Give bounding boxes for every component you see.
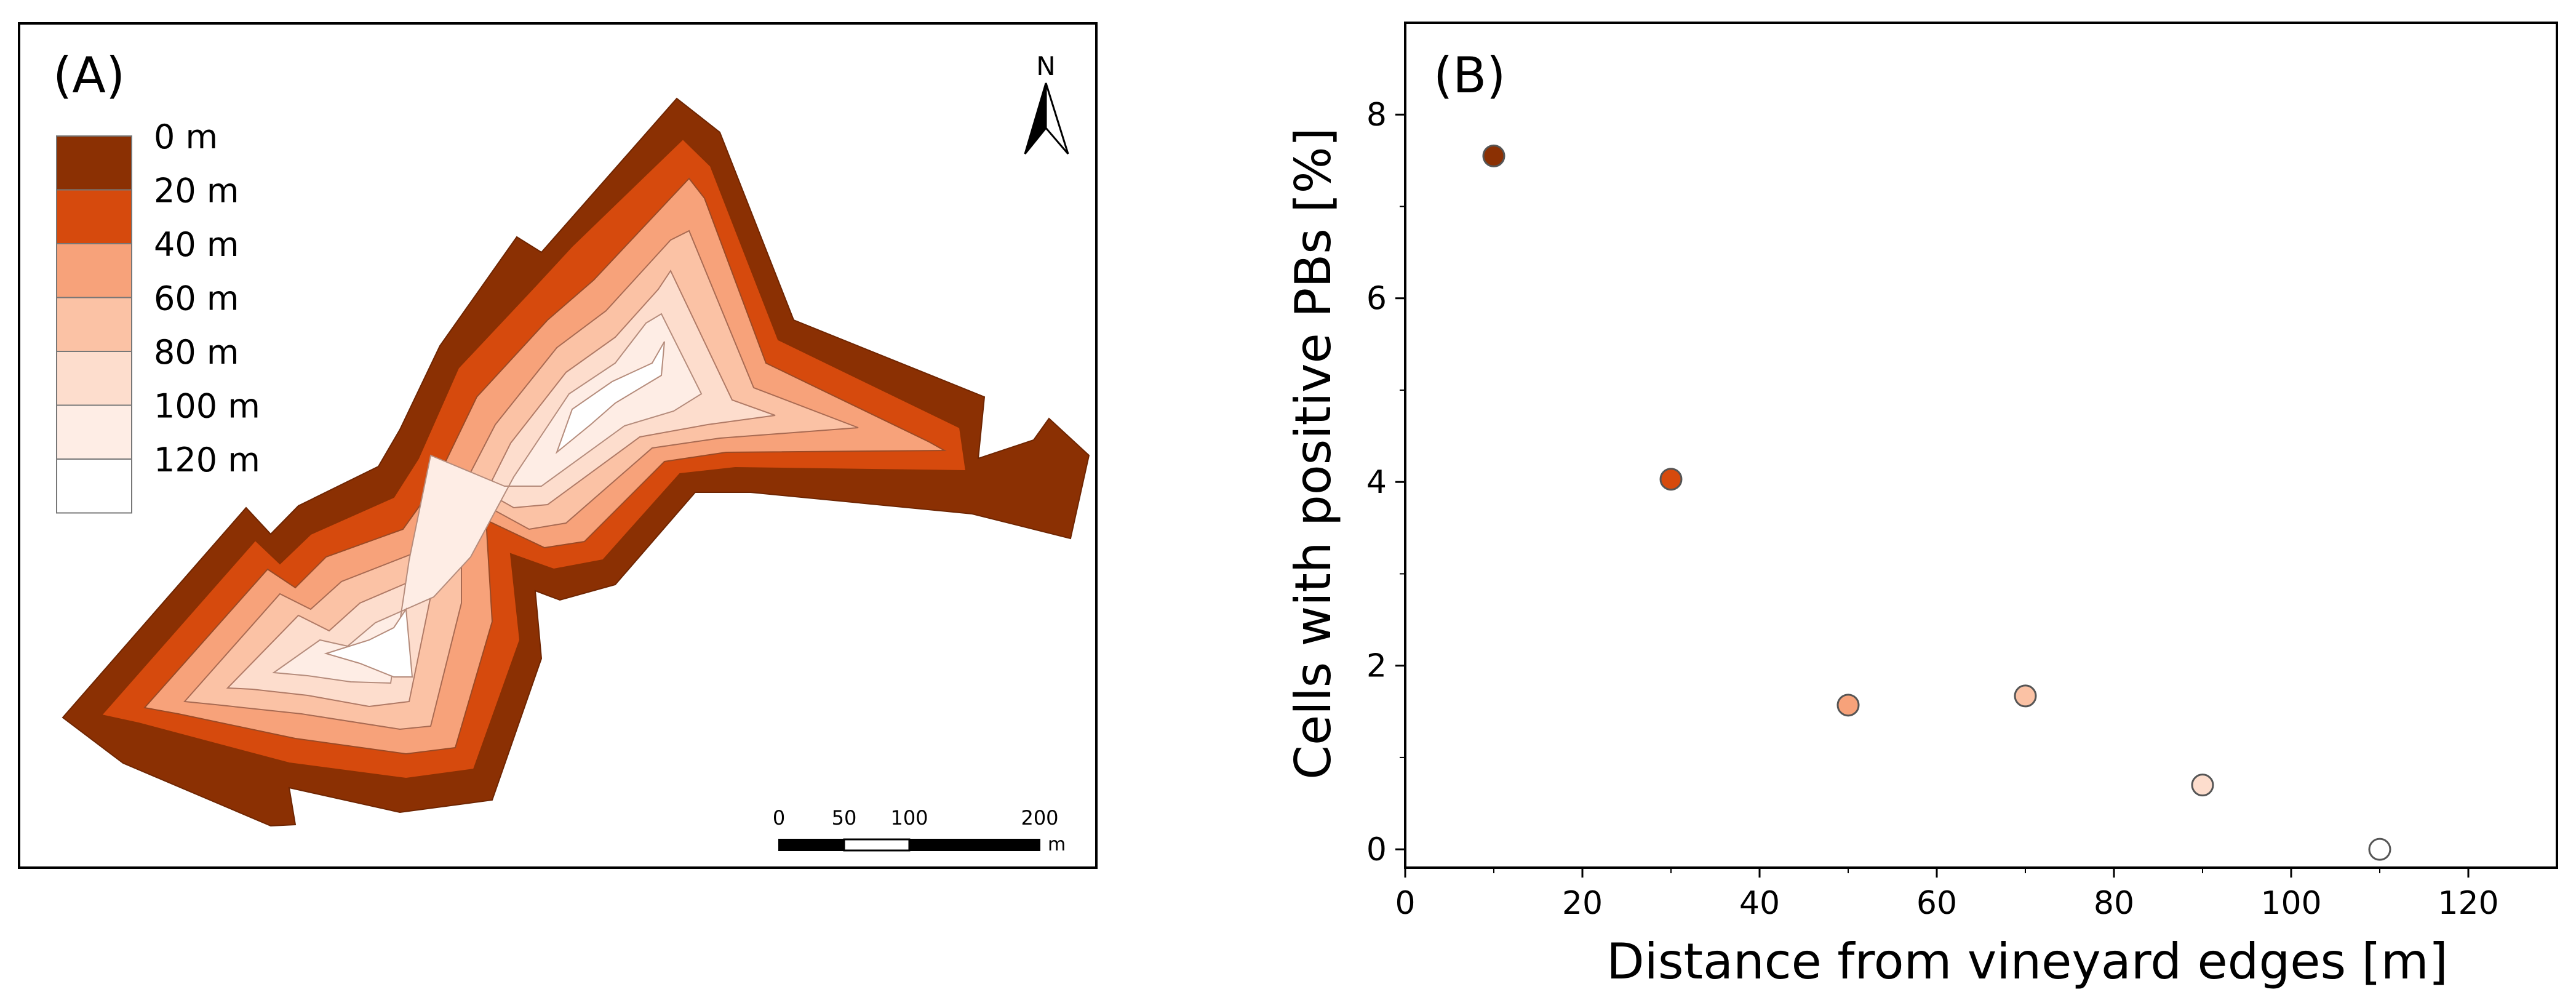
- scale-tick-200: 200: [1021, 806, 1058, 830]
- zone-120m-north: [555, 341, 665, 455]
- scale-tick-50: 50: [832, 806, 857, 830]
- legend-swatch: [56, 243, 132, 298]
- data-point: [2191, 774, 2214, 797]
- legend-swatch: [56, 189, 132, 244]
- y-tick-label: 6: [1366, 281, 1387, 318]
- x-axis-title: Distance from vineyard edges [m]: [1606, 933, 2448, 990]
- scale-bar-seg-2: [843, 838, 911, 852]
- legend-label: 60 m: [154, 279, 239, 318]
- scale-tick-100: 100: [890, 806, 928, 830]
- legend-swatch: [56, 351, 132, 406]
- x-tick-label: 120: [2438, 885, 2498, 922]
- scale-unit: m: [1048, 834, 1066, 855]
- legend-label: 0 m: [154, 118, 218, 156]
- data-point: [1482, 144, 1505, 167]
- zone-120m-south: [324, 607, 413, 678]
- distance-legend: 0 m 20 m 40 m 60 m 80 m 100 m 120 m: [56, 118, 260, 514]
- data-point: [1659, 468, 1683, 491]
- scale-bar: 0 50 100 200 m: [773, 806, 1066, 855]
- legend-label: 20 m: [154, 172, 239, 210]
- data-point: [2014, 684, 2037, 708]
- legend-label: 120 m: [154, 441, 260, 479]
- legend-swatch: [56, 135, 132, 191]
- legend-swatch: [56, 404, 132, 460]
- panel-b-scatter: (B) 0 20 40 60 80 100 120 0 2 4 6 8 Distance from v…: [1285, 22, 2558, 990]
- y-tick-label: 2: [1366, 648, 1387, 685]
- scatter-chart: 0 20 40 60 80 100 120 0 2 4 6 8: [1366, 22, 2558, 922]
- legend-label: 40 m: [154, 225, 239, 264]
- vineyard-distance-map: [62, 97, 1090, 827]
- y-tick-label: 8: [1366, 97, 1387, 134]
- x-tick-label: 80: [2094, 885, 2134, 922]
- y-tick-label: 4: [1366, 464, 1387, 501]
- legend-label: 80 m: [154, 333, 239, 372]
- scale-bar-seg-1: [778, 839, 845, 851]
- north-arrow-icon-outline: [1045, 82, 1069, 154]
- x-tick-label: 0: [1395, 885, 1415, 922]
- y-axis-title: Cells with positive PBs [%]: [1285, 127, 1342, 780]
- y-tick-label: 0: [1366, 831, 1387, 868]
- data-point: [2368, 838, 2391, 861]
- x-tick-label: 60: [1916, 885, 1957, 922]
- panel-b-label: (B): [1434, 47, 1505, 104]
- x-tick-label: 20: [1562, 885, 1603, 922]
- x-tick-label: 100: [2260, 885, 2321, 922]
- legend-swatch: [56, 297, 132, 352]
- data-point: [1836, 694, 1860, 717]
- scale-bar-seg-3: [909, 839, 1040, 851]
- x-tick-label: 40: [1739, 885, 1780, 922]
- panel-a-map: (A) 0 m 20 m 40 m 60 m 80 m 100 m 120 m N 0: [18, 22, 1098, 869]
- legend-label: 100 m: [154, 387, 260, 426]
- scale-tick-0: 0: [773, 806, 785, 830]
- legend-swatch: [56, 458, 132, 514]
- plot-frame: [1404, 22, 2558, 869]
- panel-a-label: (A): [53, 47, 125, 104]
- north-label: N: [1036, 51, 1055, 81]
- north-arrow: N: [1024, 51, 1069, 154]
